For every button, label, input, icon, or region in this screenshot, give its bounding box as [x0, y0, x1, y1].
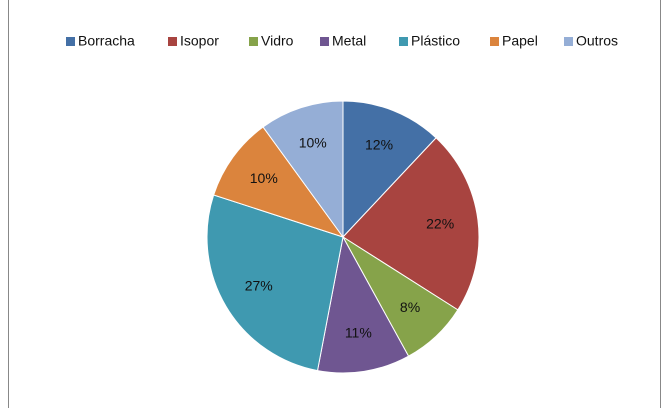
data-label: 10% — [299, 135, 327, 151]
legend-swatch — [66, 37, 75, 46]
legend-label: Isopor — [180, 33, 219, 49]
data-label: 22% — [426, 215, 454, 231]
pie-slice — [342, 137, 480, 311]
legend-swatch — [399, 37, 408, 46]
pie-slice — [262, 100, 344, 239]
legend-label: Vidro — [261, 33, 294, 49]
pie-slice — [342, 100, 437, 239]
data-label: 11% — [345, 324, 372, 340]
legend-swatch — [490, 37, 499, 46]
legend-label: Plástico — [411, 33, 460, 49]
pie-slice — [316, 235, 410, 374]
data-label: 27% — [245, 278, 273, 294]
data-label: 8% — [400, 299, 420, 315]
legend-swatch — [249, 37, 258, 46]
legend-label: Outros — [576, 33, 618, 49]
data-label: 12% — [365, 137, 393, 153]
legend-swatch — [168, 37, 177, 46]
pie-slice — [213, 126, 345, 238]
legend-swatch — [320, 37, 329, 46]
legend-label: Metal — [332, 33, 366, 49]
legend-label: Papel — [502, 33, 538, 49]
pie-slice — [206, 194, 344, 372]
legend-swatch — [564, 37, 573, 46]
legend-label: Borracha — [78, 33, 135, 49]
data-label: 10% — [250, 170, 278, 186]
